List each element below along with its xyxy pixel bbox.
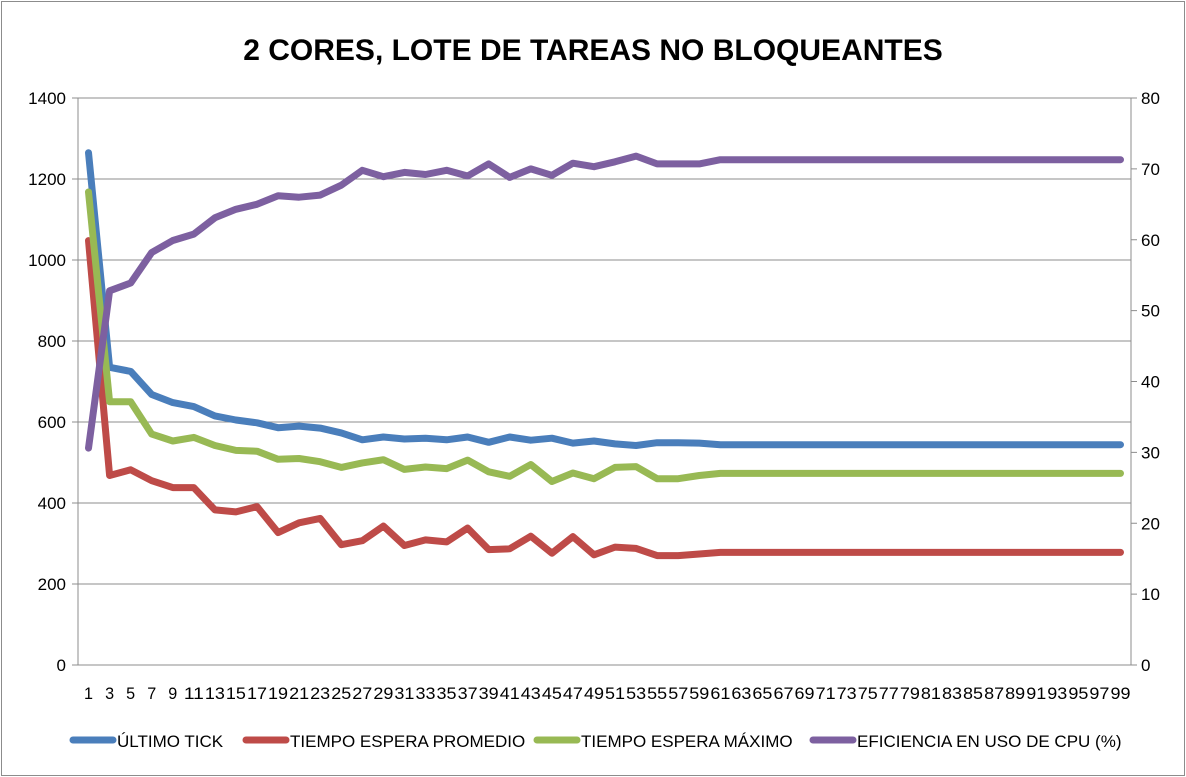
- left-axis-tick-label: 0: [57, 656, 66, 675]
- x-axis-tick-label: 47: [563, 684, 583, 703]
- right-axis-tick-label: 20: [1141, 514, 1160, 533]
- x-axis-tick-label: 45: [542, 684, 562, 703]
- right-axis-tick-label: 50: [1141, 302, 1160, 321]
- left-axis-tick-label: 1200: [28, 170, 66, 189]
- x-axis-tick-label: 3: [105, 684, 114, 703]
- x-axis-tick-label: 77: [879, 684, 899, 703]
- legend-label: ÚLTIMO TICK: [117, 732, 224, 751]
- x-axis-tick-label: 95: [1068, 684, 1088, 703]
- x-axis-tick-label: 87: [984, 684, 1004, 703]
- x-axis-tick-label: 69: [795, 684, 815, 703]
- x-axis-tick-label: 65: [752, 684, 772, 703]
- legend: ÚLTIMO TICK TIEMPO ESPERA PROMEDIO TIEMPO …: [69, 732, 1121, 751]
- x-axis-tick-label: 25: [331, 684, 351, 703]
- right-axis-tick-label: 30: [1141, 443, 1160, 462]
- legend-label: TIEMPO ESPERA MÁXIMO: [581, 732, 793, 751]
- left-axis-tick-label: 800: [38, 332, 66, 351]
- left-axis-tick-label: 200: [38, 575, 66, 594]
- x-axis-tick-label: 89: [1005, 684, 1025, 703]
- x-axis-tick-label: 75: [858, 684, 878, 703]
- x-axis-tick-label: 73: [837, 684, 857, 703]
- x-axis-tick-label: 55: [647, 684, 667, 703]
- x-axis-tick-label: 15: [226, 684, 246, 703]
- x-axis-tick-label: 11: [184, 684, 204, 703]
- x-axis-tick-label: 43: [521, 684, 541, 703]
- x-axis-tick-label: 5: [126, 684, 135, 703]
- x-axis-tick-label: 99: [1110, 684, 1130, 703]
- x-axis-tick-label: 35: [437, 684, 457, 703]
- right-axis-tick-label: 80: [1141, 89, 1160, 108]
- x-axis-tick-label: 19: [268, 684, 288, 703]
- x-axis-tick-label: 57: [668, 684, 688, 703]
- x-axis-tick-label: 81: [921, 684, 941, 703]
- series-layer: [85, 149, 1124, 560]
- x-axis-tick-label: 29: [373, 684, 393, 703]
- x-axis-tick-label: 53: [626, 684, 646, 703]
- right-axis-tick-label: 0: [1141, 656, 1150, 675]
- left-axis-tick-label: 400: [38, 494, 66, 513]
- legend-label: TIEMPO ESPERA PROMEDIO: [290, 732, 525, 751]
- x-axis-tick-label: 41: [500, 684, 520, 703]
- x-axis-tick-label: 37: [458, 684, 478, 703]
- x-axis-tick-label: 49: [584, 684, 604, 703]
- series-line: [85, 152, 1124, 452]
- x-axis-tick-label: 61: [710, 684, 730, 703]
- series-line: [85, 149, 1124, 449]
- x-axis-tick-label: 17: [247, 684, 267, 703]
- x-axis-tick-label: 13: [205, 684, 225, 703]
- x-axis-tick-label: 83: [942, 684, 962, 703]
- x-axis-tick-label: 1: [84, 684, 93, 703]
- legend-label: EFICIENCIA EN USO DE CPU (%): [857, 732, 1121, 751]
- x-axis-tick-label: 59: [689, 684, 709, 703]
- x-axis-tick-label: 93: [1047, 684, 1067, 703]
- axis-layer: 0 200 400 600 800 1000 1200 1400 0 10 20 30 40 50 60 70…: [28, 89, 1160, 703]
- right-axis-tick-label: 70: [1141, 160, 1160, 179]
- x-axis-tick-label: 51: [605, 684, 625, 703]
- chart-title: 2 CORES, LOTE DE TAREAS NO BLOQUEANTES: [243, 34, 943, 67]
- x-axis-tick-label: 9: [168, 684, 177, 703]
- x-axis-tick-label: 85: [963, 684, 983, 703]
- x-axis-tick-label: 67: [774, 684, 794, 703]
- series-line: [85, 188, 1124, 485]
- x-axis-tick-label: 23: [310, 684, 330, 703]
- x-axis-tick-label: 27: [352, 684, 372, 703]
- x-axis-tick-label: 79: [900, 684, 920, 703]
- right-axis-tick-label: 10: [1141, 585, 1160, 604]
- left-axis-tick-label: 600: [38, 413, 66, 432]
- left-axis-tick-label: 1400: [28, 89, 66, 108]
- x-axis-tick-label: 21: [289, 684, 309, 703]
- x-axis-tick-label: 33: [415, 684, 435, 703]
- x-axis-tick-label: 39: [479, 684, 499, 703]
- x-axis-tick-label: 63: [731, 684, 751, 703]
- series-line: [85, 237, 1124, 560]
- x-axis-tick-label: 71: [816, 684, 836, 703]
- x-axis-tick-label: 91: [1026, 684, 1046, 703]
- grid-layer: [78, 97, 1131, 585]
- x-axis-tick-label: 97: [1089, 684, 1109, 703]
- left-axis-tick-label: 1000: [28, 251, 66, 270]
- right-axis-tick-label: 60: [1141, 231, 1160, 250]
- x-axis-tick-label: 7: [147, 684, 156, 703]
- right-axis-tick-label: 40: [1141, 373, 1160, 392]
- x-axis-tick-label: 31: [394, 684, 414, 703]
